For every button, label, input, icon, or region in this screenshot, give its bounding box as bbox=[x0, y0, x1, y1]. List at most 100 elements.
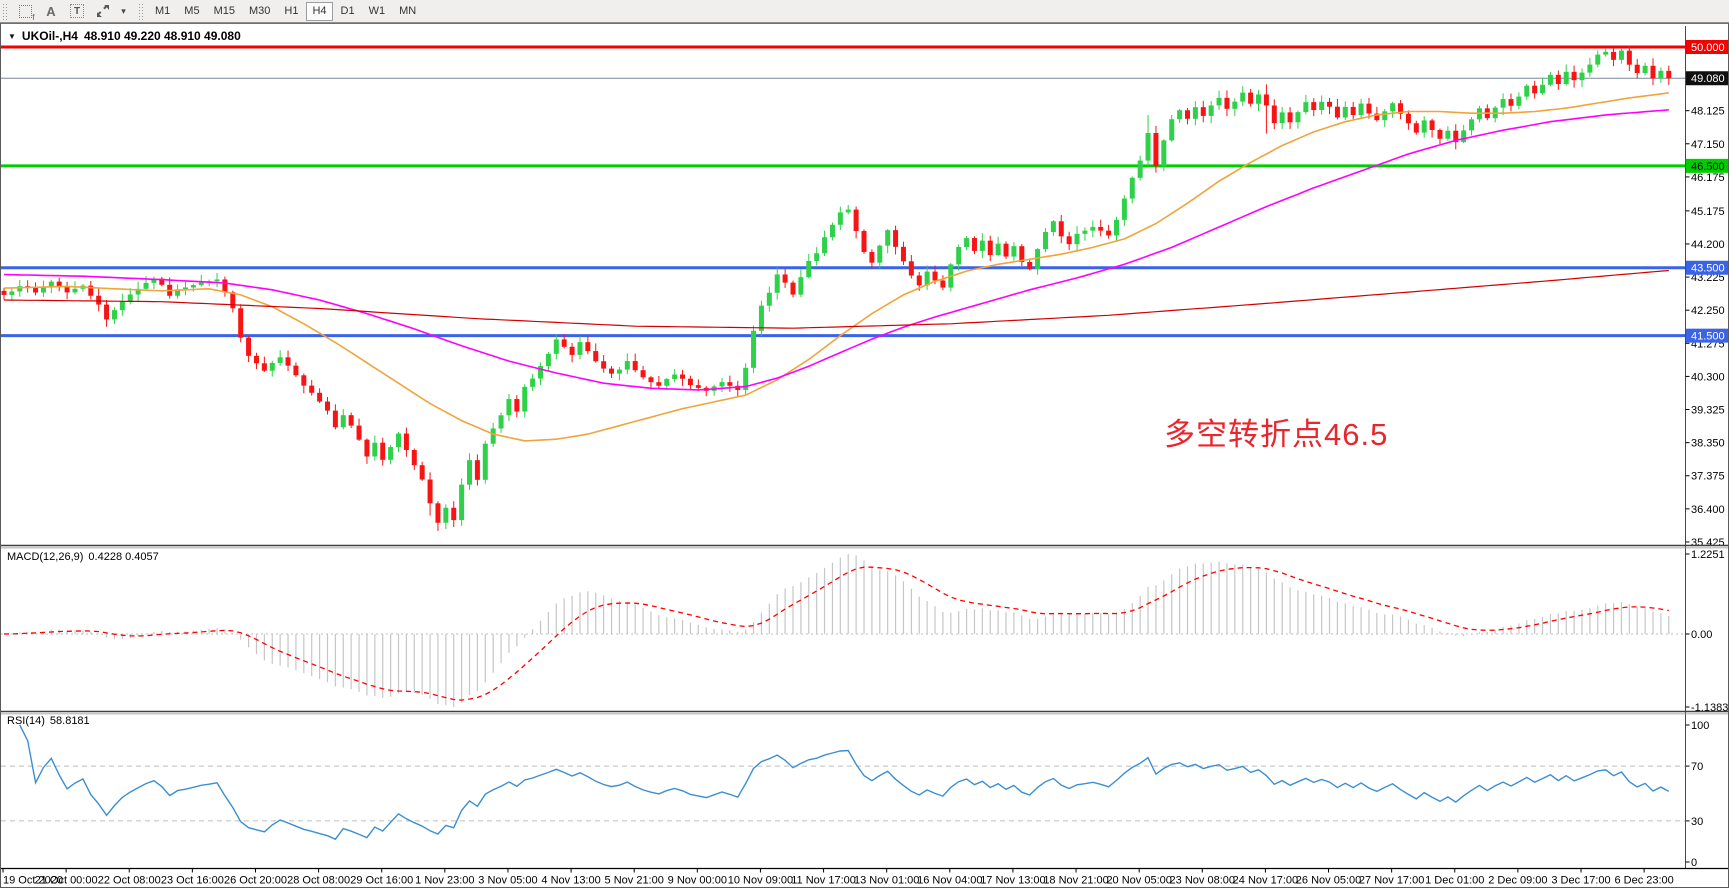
candle bbox=[396, 433, 401, 448]
candle bbox=[1137, 160, 1143, 178]
candle bbox=[506, 399, 512, 416]
candle bbox=[514, 399, 520, 412]
timeframe-button-m30[interactable]: M30 bbox=[248, 5, 271, 17]
time-tick-label: 9 Nov 00:00 bbox=[668, 875, 727, 887]
price-tick-label: 35.425 bbox=[1691, 537, 1725, 549]
candle bbox=[1390, 103, 1396, 112]
price-tick-label: 47.150 bbox=[1691, 139, 1725, 151]
chart-svg[interactable]: 48.125 47.150 46.175 45.175 44.200 43.225 42.2… bbox=[1, 24, 1728, 887]
timeframe-button-mn[interactable]: MN bbox=[399, 5, 417, 17]
candles-layer bbox=[1, 46, 1672, 531]
candle bbox=[1587, 64, 1593, 73]
time-tick-label: 1 Dec 01:00 bbox=[1425, 875, 1484, 887]
candle bbox=[1295, 112, 1301, 123]
timeframe-button-h4[interactable]: H4 bbox=[306, 1, 333, 21]
candle bbox=[1666, 70, 1672, 79]
toolbar-drag-handle-2[interactable] bbox=[138, 2, 145, 20]
price-tick-label: 46.175 bbox=[1691, 172, 1725, 184]
candle bbox=[1642, 65, 1648, 74]
price-badge-50.000 bbox=[1686, 40, 1728, 54]
macd-axis-label: 1.2251 bbox=[1691, 549, 1725, 561]
timeframe-button-d1[interactable]: D1 bbox=[340, 5, 355, 17]
price-tick-label: 39.325 bbox=[1691, 405, 1725, 417]
candle bbox=[182, 287, 188, 290]
candle bbox=[545, 353, 551, 367]
candle bbox=[609, 368, 615, 374]
candle bbox=[561, 339, 567, 347]
time-tick-label: 20 Nov 05:00 bbox=[1106, 875, 1171, 887]
ma-fast-orange bbox=[3, 92, 1669, 442]
toolbar: f A T ▾ M1 M5 M15 M30 H1 H4 D1 W1 MN bbox=[0, 0, 1729, 23]
timeframe-button-m5[interactable]: M5 bbox=[184, 5, 200, 17]
candle bbox=[1453, 130, 1459, 143]
macd-axis-label: 0.00 bbox=[1691, 629, 1712, 641]
candle bbox=[1177, 110, 1183, 120]
candle bbox=[1327, 101, 1333, 107]
candle bbox=[1350, 106, 1356, 115]
candle bbox=[214, 279, 220, 282]
candle bbox=[230, 292, 236, 309]
candle bbox=[332, 410, 338, 428]
macd-panel-label: MACD(12,26,9) 0.4228 0.4057 bbox=[7, 551, 164, 563]
candle bbox=[632, 361, 638, 371]
candle bbox=[1311, 102, 1317, 111]
price-badge-label: 41.500 bbox=[1691, 331, 1725, 343]
candle bbox=[853, 209, 859, 231]
candle bbox=[790, 282, 796, 295]
candle bbox=[151, 278, 157, 283]
candle bbox=[1611, 51, 1617, 60]
candle bbox=[269, 362, 275, 371]
candle bbox=[64, 286, 70, 293]
candle bbox=[1153, 133, 1159, 167]
candle bbox=[971, 238, 977, 251]
dashed-frame-icon[interactable]: f bbox=[14, 2, 36, 22]
candle bbox=[190, 285, 196, 288]
candle bbox=[1366, 103, 1372, 114]
timeframe-button-m15[interactable]: M15 bbox=[213, 5, 235, 17]
candle bbox=[1169, 119, 1175, 141]
candle bbox=[1240, 92, 1246, 102]
candle bbox=[1098, 226, 1104, 231]
timeframe-button-m1[interactable]: M1 bbox=[155, 5, 171, 17]
candle bbox=[17, 286, 23, 292]
candle bbox=[96, 295, 102, 305]
candle bbox=[88, 285, 94, 296]
candle bbox=[1082, 230, 1088, 234]
dropdown-caret-icon[interactable]: ▾ bbox=[118, 2, 128, 21]
rsi-panel-label: RSI(14) 58.8181 bbox=[7, 715, 95, 727]
rsi-axis-label: 30 bbox=[1691, 816, 1703, 828]
candle bbox=[814, 253, 820, 261]
candle bbox=[1106, 230, 1112, 236]
candle bbox=[411, 450, 417, 466]
candle bbox=[1374, 113, 1380, 121]
candle bbox=[9, 291, 15, 295]
candle bbox=[1437, 129, 1443, 139]
candle bbox=[1185, 110, 1190, 119]
text-tool-icon[interactable]: T bbox=[66, 2, 88, 21]
diagonal-arrows-icon[interactable] bbox=[92, 2, 114, 21]
candle bbox=[467, 460, 473, 485]
ma-slow-red-line bbox=[3, 269, 1669, 329]
candle bbox=[1145, 133, 1151, 161]
toolbar-drag-handle[interactable] bbox=[2, 2, 9, 20]
timeframe-button-h1[interactable]: H1 bbox=[284, 5, 299, 17]
candle bbox=[585, 342, 591, 352]
candle bbox=[553, 339, 559, 354]
candle bbox=[1074, 233, 1080, 245]
price-badge-41.500 bbox=[1686, 328, 1728, 343]
candle bbox=[1540, 84, 1546, 94]
candle bbox=[1263, 94, 1269, 106]
collapse-triangle-icon[interactable]: ▼ bbox=[8, 31, 16, 41]
candle bbox=[1421, 120, 1427, 133]
candle bbox=[624, 361, 630, 370]
rsi-panel: 100 70 30 0 bbox=[1, 720, 1709, 869]
text-label-a-icon[interactable]: A bbox=[40, 2, 62, 21]
timeframe-button-w1[interactable]: W1 bbox=[368, 5, 386, 17]
candle bbox=[119, 301, 125, 311]
candle bbox=[1192, 107, 1198, 119]
candle bbox=[1547, 74, 1553, 85]
rsi-axis-label: 70 bbox=[1691, 761, 1703, 773]
candle bbox=[261, 363, 267, 371]
candle bbox=[719, 382, 725, 387]
